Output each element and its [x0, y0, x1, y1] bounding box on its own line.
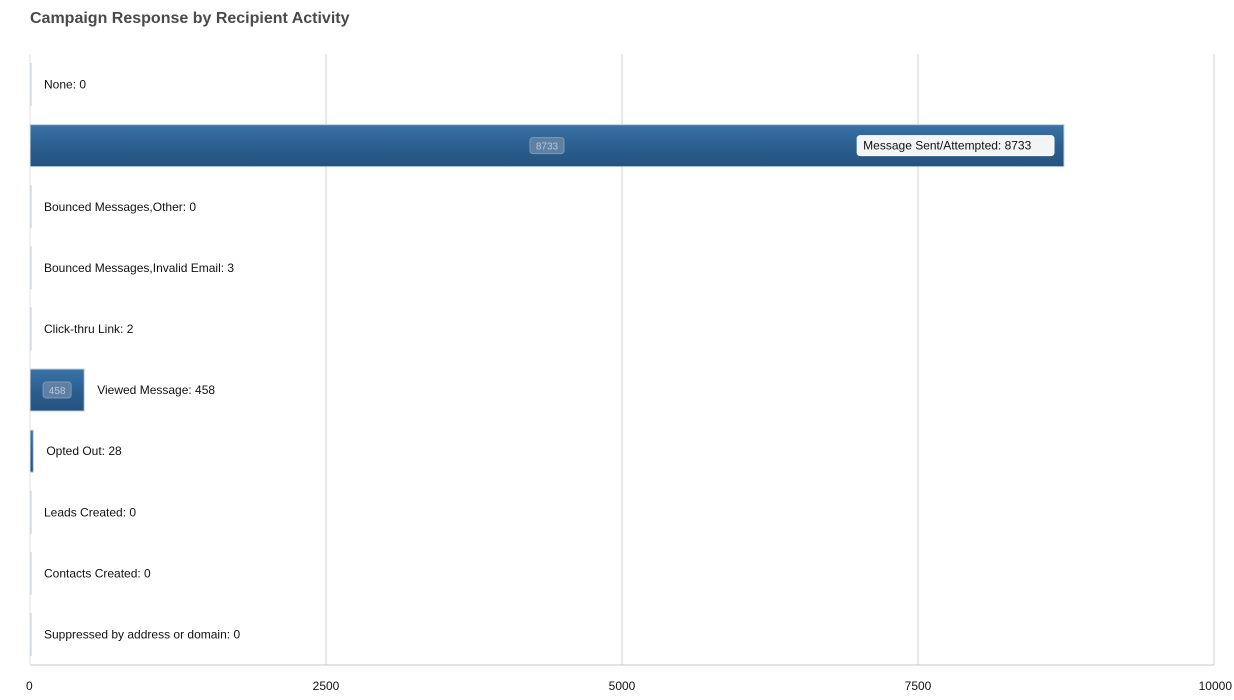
bar-labels: None: 0 8733 Message Sent/Attempted: 8733 B… [42, 78, 1055, 641]
chart-title: Campaign Response by Recipient Activity [30, 10, 350, 27]
category-label: Leads Created: 0 [44, 505, 136, 519]
x-tick-label: 0 [26, 679, 33, 693]
value-tag: 458 [49, 386, 66, 397]
x-tick-label: 5000 [609, 679, 636, 693]
category-label: Suppressed by address or domain: 0 [44, 627, 240, 641]
x-tick-label: 7500 [905, 679, 932, 693]
value-tag: 8733 [536, 142, 559, 153]
category-label: Bounced Messages,Invalid Email: 3 [44, 261, 234, 275]
x-axis: 0 2500 5000 7500 10000 [26, 54, 1232, 693]
category-label: Opted Out: 28 [46, 444, 122, 458]
category-label: None: 0 [44, 78, 86, 92]
value-tag-box [42, 381, 72, 399]
category-label: Contacts Created: 0 [44, 566, 151, 580]
category-label: Viewed Message: 458 [97, 383, 215, 397]
x-tick-label: 2500 [313, 679, 340, 693]
value-tag-box [529, 137, 565, 155]
x-tick-label: 10000 [1199, 679, 1233, 693]
category-label-box [856, 135, 1055, 157]
category-label: Bounced Messages,Other: 0 [44, 200, 196, 214]
category-label: Message Sent/Attempted: 8733 [863, 139, 1031, 153]
category-label: Click-thru Link: 2 [44, 322, 134, 336]
